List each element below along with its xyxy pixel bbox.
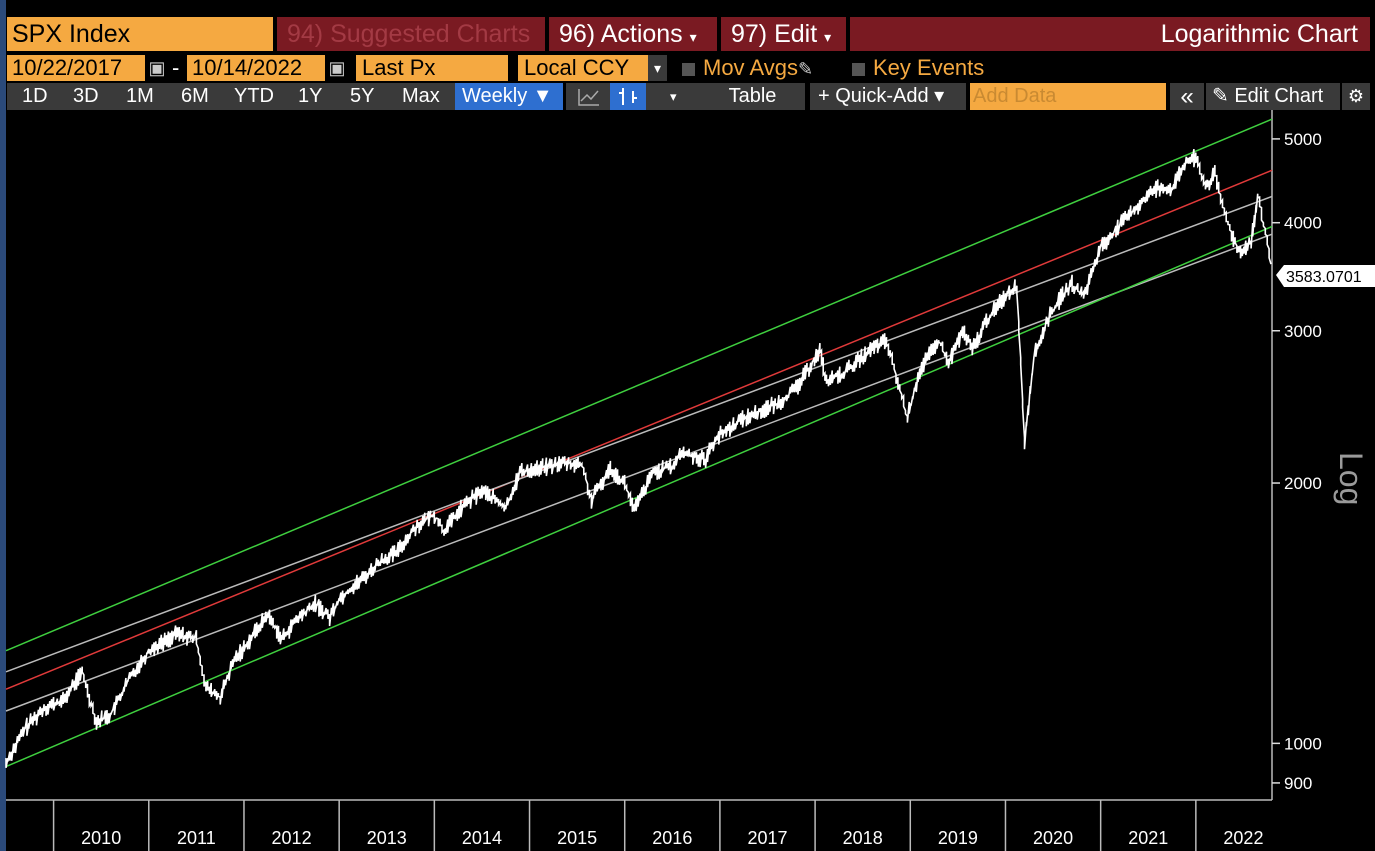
x-tick-label: 2022 xyxy=(1223,828,1263,848)
x-tick-label: 2012 xyxy=(272,828,312,848)
currency-select[interactable]: Local CCY xyxy=(518,55,648,81)
frequency-select[interactable]: Weekly ▼ xyxy=(455,83,563,110)
x-tick-label: 2011 xyxy=(177,828,216,848)
y-tick-label: 4000 xyxy=(1284,214,1322,233)
price-chart: 900 1000 2000 3000 4000 5000 2010 2011 2012 2013… xyxy=(5,110,1375,851)
table-button[interactable]: Table xyxy=(700,83,805,110)
edit-label: 97) Edit xyxy=(731,20,818,48)
chevron-down-icon[interactable]: ▾ xyxy=(648,55,667,81)
channel-line-center xyxy=(5,169,1273,690)
period-3d[interactable]: 3D xyxy=(73,85,99,107)
last-price-label: 3583.0701 xyxy=(1286,269,1362,286)
x-tick-label: 2016 xyxy=(652,828,692,848)
line-chart-icon[interactable] xyxy=(578,83,604,110)
table-label: Table xyxy=(728,85,777,107)
x-axis: 2010 2011 2012 2013 2014 2015 2016 2017 2018 2019… xyxy=(52,800,1263,851)
edit-menu[interactable]: 97) Edit ▾ xyxy=(721,17,846,51)
price-line xyxy=(5,148,1272,769)
x-tick-label: 2014 xyxy=(462,828,502,848)
channel-line-inner-upper xyxy=(5,195,1273,673)
price-series xyxy=(5,148,1272,769)
checkbox-icon xyxy=(852,62,865,76)
period-5y[interactable]: 5Y xyxy=(350,85,375,107)
collapse-icon[interactable]: « xyxy=(1170,83,1204,110)
quick-add-label: + Quick-Add ▾ xyxy=(818,85,945,107)
chevron-down-icon: ▾ xyxy=(689,29,697,45)
start-date-value: 10/22/2017 xyxy=(12,55,123,80)
edit-chart-label: ✎ Edit Chart xyxy=(1212,85,1324,107)
x-tick-label: 2020 xyxy=(1033,828,1073,848)
mov-avgs-toggle[interactable]: Mov Avgs✎ xyxy=(682,55,822,81)
start-date-input[interactable]: 10/22/2017 xyxy=(7,55,145,81)
bar-chart-icon[interactable] xyxy=(610,83,646,110)
calendar-icon[interactable]: ▣ xyxy=(328,58,346,78)
x-tick-label: 2015 xyxy=(557,828,597,848)
period-6m[interactable]: 6M xyxy=(181,85,209,107)
y-tick-label: 3000 xyxy=(1284,322,1322,341)
window-edge xyxy=(0,0,6,851)
currency-value: Local CCY xyxy=(524,55,630,80)
add-data-placeholder: Add Data xyxy=(973,85,1057,107)
frequency-value: Weekly ▼ xyxy=(462,85,553,107)
period-ytd[interactable]: YTD xyxy=(234,85,274,107)
period-1m[interactable]: 1M xyxy=(126,85,154,107)
y-axis-scale-label: Log xyxy=(1333,452,1369,505)
field-value: Last Px xyxy=(362,55,436,80)
chart-title: Logarithmic Chart xyxy=(850,17,1370,51)
chevron-down-icon: ▾ xyxy=(824,29,832,45)
y-tick-label: 5000 xyxy=(1284,130,1322,149)
chart-frame xyxy=(6,110,1273,801)
add-data-input[interactable]: Add Data xyxy=(970,83,1166,110)
chevron-down-icon[interactable]: ▾ xyxy=(670,89,677,104)
ticker-field[interactable]: SPX Index xyxy=(7,17,273,51)
y-tick-label: 1000 xyxy=(1284,734,1322,753)
actions-menu[interactable]: 96) Actions ▾ xyxy=(549,17,717,51)
quick-add-button[interactable]: + Quick-Add ▾ xyxy=(810,83,966,110)
x-tick-label: 2013 xyxy=(367,828,407,848)
suggested-charts-label: 94) Suggested Charts xyxy=(287,20,531,48)
ticker-label: SPX Index xyxy=(12,20,131,48)
suggested-charts-button[interactable]: 94) Suggested Charts xyxy=(277,17,545,51)
y-tick-label: 900 xyxy=(1284,774,1312,793)
period-max[interactable]: Max xyxy=(402,85,440,107)
x-tick-label: 2010 xyxy=(81,828,121,848)
end-date-input[interactable]: 10/14/2022 xyxy=(187,55,325,81)
x-tick-label: 2018 xyxy=(843,828,883,848)
checkbox-icon xyxy=(682,62,695,76)
field-select[interactable]: Last Px xyxy=(356,55,508,81)
mov-avgs-label: Mov Avgs xyxy=(703,55,798,80)
period-1d[interactable]: 1D xyxy=(22,85,48,107)
chart-title-label: Logarithmic Chart xyxy=(1160,20,1358,48)
pencil-icon[interactable]: ✎ xyxy=(797,59,814,79)
edit-chart-button[interactable]: ✎ Edit Chart xyxy=(1206,83,1340,110)
regression-channel xyxy=(5,118,1273,768)
x-tick-label: 2021 xyxy=(1128,828,1168,848)
gear-icon[interactable]: ⚙ xyxy=(1342,83,1370,110)
calendar-icon[interactable]: ▣ xyxy=(148,58,166,78)
period-bar xyxy=(7,83,455,110)
channel-line-inner-lower xyxy=(5,233,1273,712)
key-events-label: Key Events xyxy=(873,55,985,80)
period-1y[interactable]: 1Y xyxy=(298,85,323,107)
y-tick-label: 2000 xyxy=(1284,474,1322,493)
actions-label: 96) Actions xyxy=(559,20,683,48)
x-tick-label: 2019 xyxy=(938,828,978,848)
date-range-dash: - xyxy=(172,55,180,80)
channel-line-outer-upper xyxy=(5,118,1273,652)
x-tick-label: 2017 xyxy=(747,828,787,848)
key-events-toggle[interactable]: Key Events xyxy=(852,55,1012,81)
end-date-value: 10/14/2022 xyxy=(192,55,303,80)
last-price-marker: 3583.0701 xyxy=(1276,265,1375,287)
y-axis: 900 1000 2000 3000 4000 5000 xyxy=(1272,130,1322,793)
